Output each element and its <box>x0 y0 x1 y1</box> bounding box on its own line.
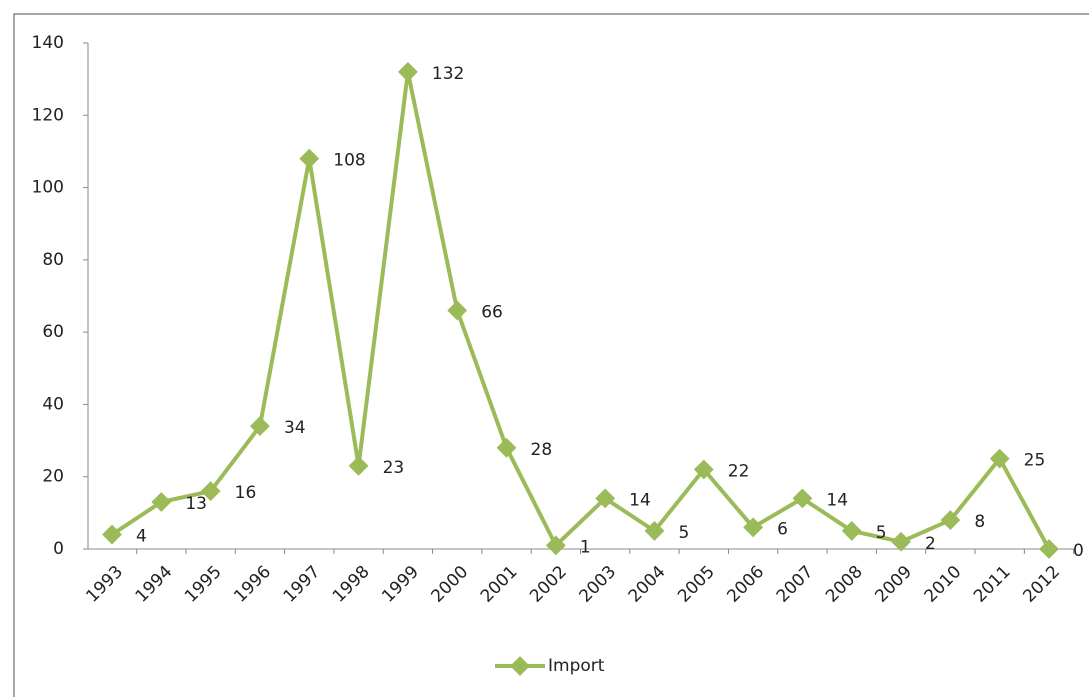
marker <box>743 517 764 538</box>
y-tick-label: 100 <box>32 178 64 198</box>
data-label: 66 <box>481 302 503 322</box>
data-label: 25 <box>1024 451 1046 471</box>
data-label: 16 <box>235 483 257 503</box>
data-label: 34 <box>284 418 306 438</box>
marker <box>200 481 221 502</box>
marker <box>693 459 714 480</box>
marker <box>299 148 320 169</box>
y-tick-label: 20 <box>42 467 64 487</box>
legend-label: Import <box>548 656 605 676</box>
data-label: 23 <box>383 458 405 478</box>
marker <box>644 521 665 541</box>
data-label: 5 <box>876 523 887 543</box>
data-label: 22 <box>728 461 750 481</box>
marker <box>496 437 517 458</box>
y-tick-label: 40 <box>42 394 64 414</box>
marker <box>397 62 418 82</box>
data-label: 0 <box>1073 541 1084 561</box>
data-label: 28 <box>531 440 553 460</box>
y-tick-label: 80 <box>42 250 64 270</box>
series-line <box>110 69 1051 550</box>
marker <box>841 521 862 541</box>
data-label: 1 <box>580 537 591 557</box>
marker <box>250 416 270 437</box>
data-label: 14 <box>629 490 651 510</box>
marker <box>348 455 369 476</box>
y-tick-label: 120 <box>32 105 64 125</box>
marker <box>1039 539 1059 559</box>
marker <box>595 488 616 509</box>
marker <box>940 510 961 530</box>
data-label: 13 <box>185 494 207 514</box>
chart-frame <box>13 13 1089 697</box>
data-label: 14 <box>826 490 848 510</box>
data-label: 6 <box>777 519 788 539</box>
marker <box>792 488 813 509</box>
y-tick-label: 0 <box>53 539 64 559</box>
marker <box>989 448 1010 469</box>
data-label: 8 <box>974 512 985 532</box>
data-label: 5 <box>678 523 689 543</box>
marker <box>447 300 468 321</box>
y-tick-label: 140 <box>32 33 64 53</box>
data-label: 4 <box>136 527 147 547</box>
marker <box>891 531 911 552</box>
data-label: 132 <box>432 64 464 84</box>
marker <box>545 535 566 556</box>
data-label: 2 <box>925 534 936 554</box>
legend-marker <box>510 656 530 676</box>
marker <box>151 492 172 512</box>
data-label: 108 <box>333 151 365 171</box>
y-tick-label: 60 <box>42 322 64 342</box>
